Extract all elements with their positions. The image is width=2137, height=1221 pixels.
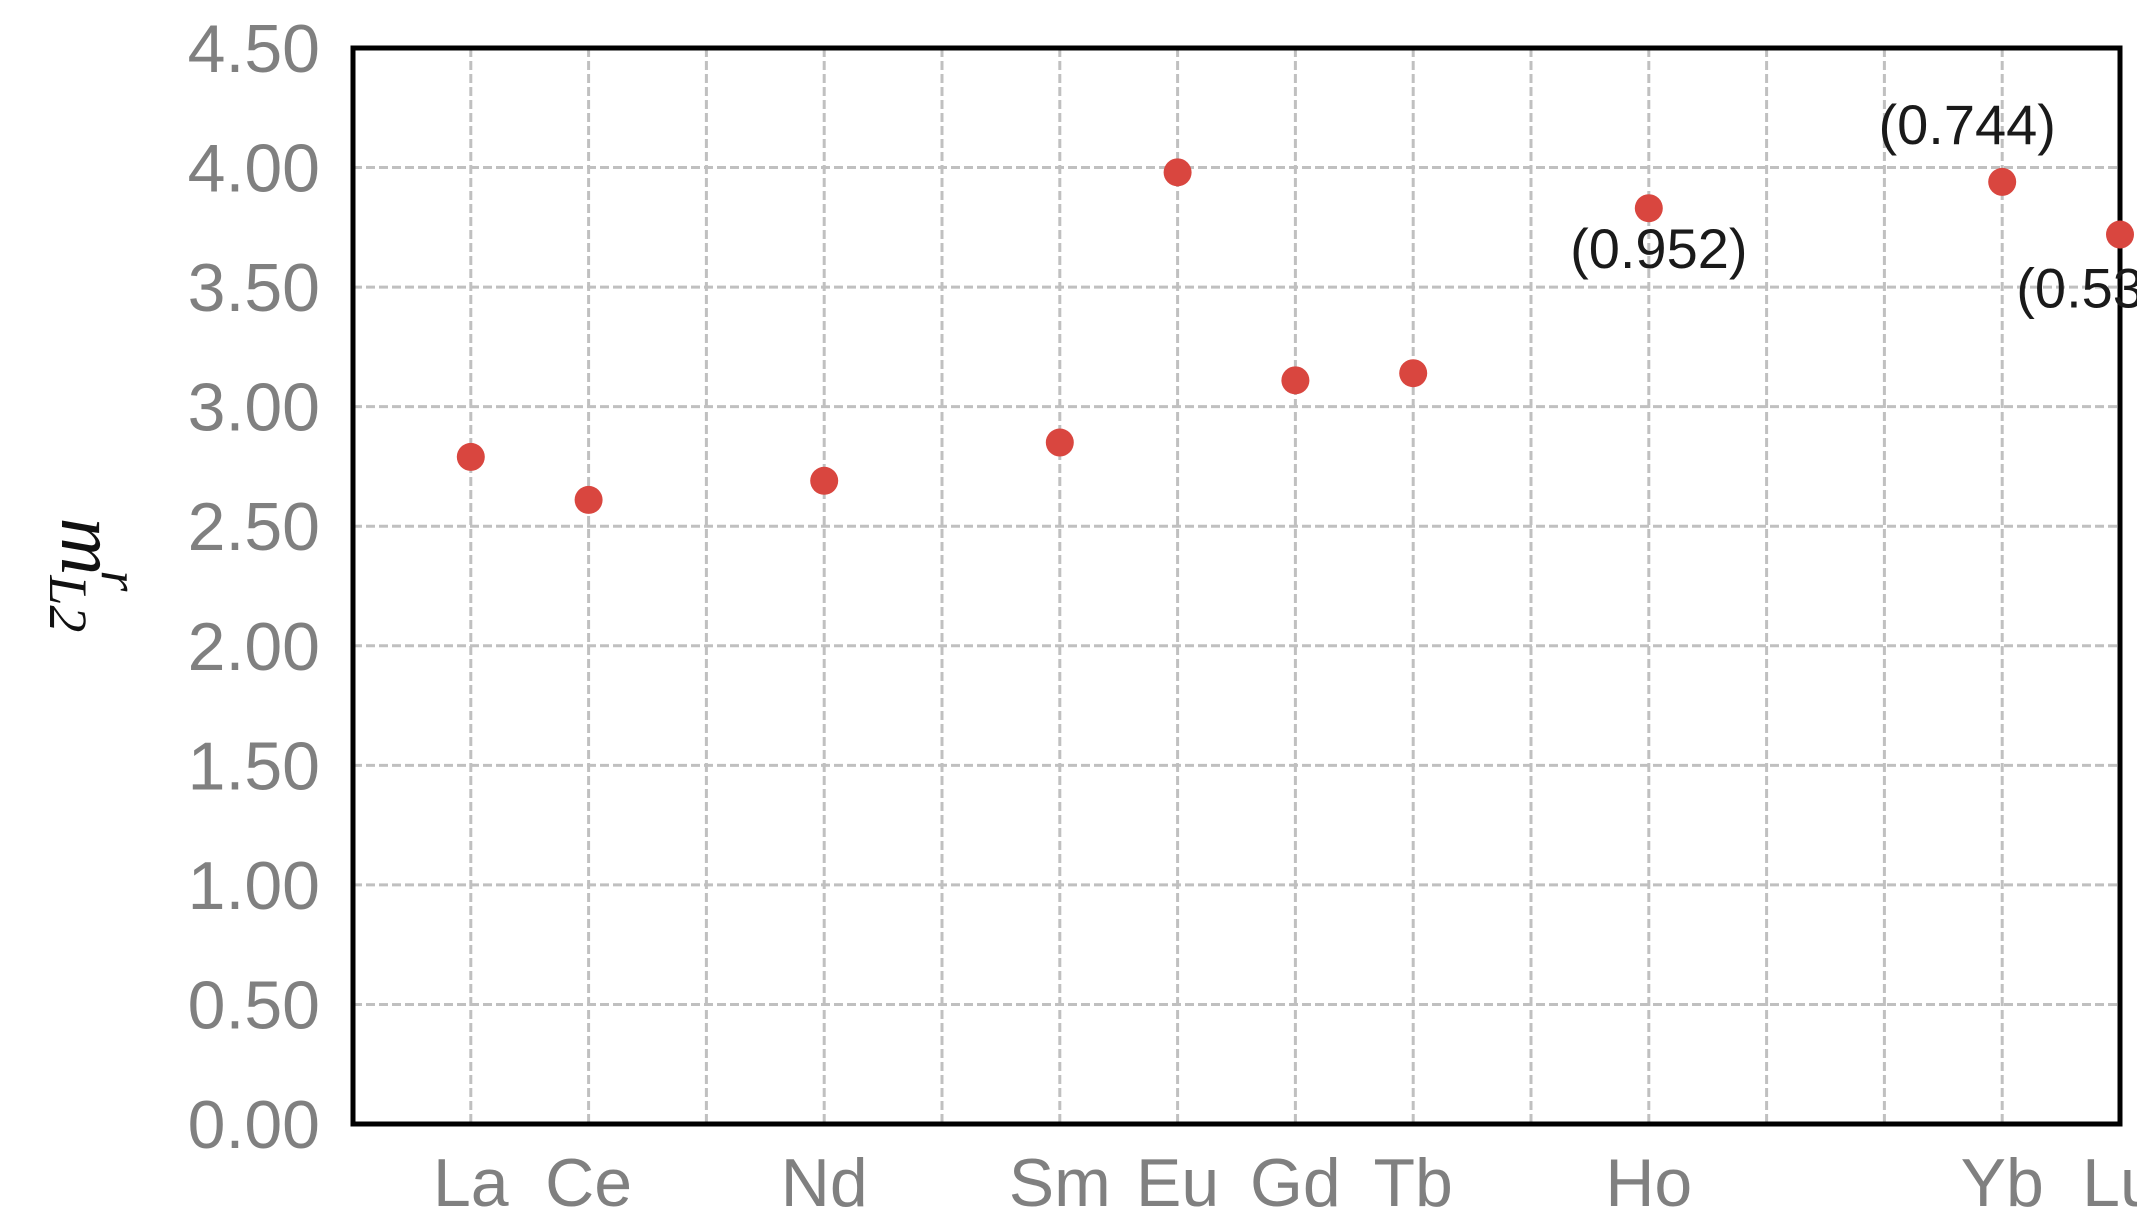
data-point [574, 485, 603, 514]
y-tick-label: 4.00 [188, 131, 320, 207]
data-points [456, 158, 2134, 514]
x-tick-label: Eu [1136, 1145, 1219, 1221]
y-tick-label: 1.00 [188, 848, 320, 924]
data-point [1281, 366, 1310, 395]
svg-text:mL2r: mL2r [38, 518, 150, 633]
x-tick-label: Lu [2082, 1145, 2137, 1221]
point-annotations: (0.952) (0.744) (0.536) [1570, 93, 2137, 320]
y-axis-label: mL2r [38, 518, 150, 633]
y-axis: 0.00 0.50 1.00 1.50 2.00 2.50 3.00 3.50 4.00 4.50 [188, 11, 320, 1163]
x-tick-label: Yb [1961, 1145, 2044, 1221]
y-tick-label: 0.50 [188, 967, 320, 1043]
grid [353, 48, 2122, 1124]
y-tick-label: 2.50 [188, 489, 320, 565]
y-axis-label-base: m [44, 518, 132, 576]
x-tick-label: Sm [1009, 1145, 1111, 1221]
x-tick-label: La [433, 1145, 509, 1221]
y-axis-label-sup: r [90, 570, 150, 592]
x-tick-label: Ce [545, 1145, 632, 1221]
x-tick-label: Tb [1374, 1145, 1453, 1221]
x-tick-label: Gd [1250, 1145, 1341, 1221]
y-axis-label-sub: L2 [38, 574, 98, 632]
data-point [1045, 428, 1074, 457]
data-point [2106, 220, 2134, 249]
y-tick-label: 4.50 [188, 11, 320, 87]
data-point [1163, 158, 1192, 187]
y-tick-label: 3.50 [188, 250, 320, 326]
data-point [456, 442, 485, 471]
x-tick-label: Ho [1605, 1145, 1692, 1221]
y-tick-label: 1.50 [188, 728, 320, 804]
point-annotation: (0.952) [1570, 217, 1747, 280]
data-point [1634, 194, 1663, 223]
point-annotation: (0.536) [2016, 257, 2137, 320]
y-tick-label: 0.00 [188, 1087, 320, 1163]
y-tick-label: 2.00 [188, 609, 320, 685]
point-annotation: (0.744) [1878, 93, 2055, 156]
x-tick-label: Nd [781, 1145, 868, 1221]
data-point [1988, 167, 2017, 196]
data-point [1399, 359, 1428, 388]
data-point [810, 466, 839, 495]
x-axis: La Ce Nd Sm Eu Gd Tb Ho Yb Lu [433, 1145, 2137, 1221]
y-tick-label: 3.00 [188, 370, 320, 446]
plot-frame [350, 45, 2123, 1127]
